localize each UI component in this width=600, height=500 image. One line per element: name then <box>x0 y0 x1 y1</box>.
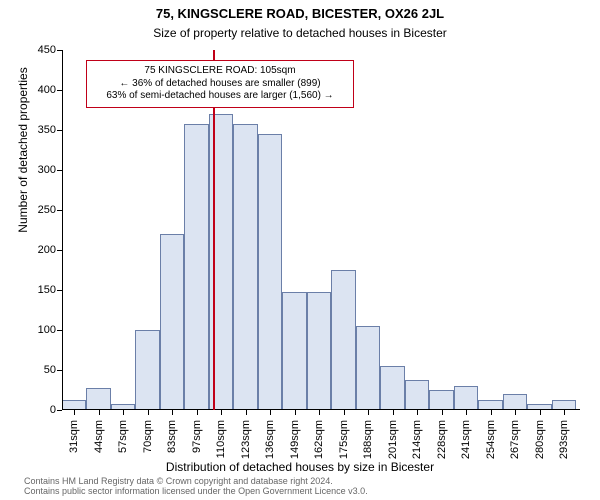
ytick-label: 450 <box>38 44 62 56</box>
ytick-label: 400 <box>38 84 62 96</box>
copyright-line-2: Contains public sector information licen… <box>24 486 600 496</box>
xtick-mark <box>515 410 516 415</box>
copyright-text: Contains HM Land Registry data © Crown c… <box>0 476 600 496</box>
xtick-label: 241sqm <box>460 416 472 459</box>
xtick-mark <box>319 410 320 415</box>
xtick-label: 201sqm <box>387 416 399 459</box>
xtick-mark <box>197 410 198 415</box>
ytick-label: 350 <box>38 124 62 136</box>
xtick-mark <box>540 410 541 415</box>
ytick-label: 300 <box>38 164 62 176</box>
xtick-label: 228sqm <box>436 416 448 459</box>
annotation-box: 75 KINGSCLERE ROAD: 105sqm← 36% of detac… <box>86 60 354 108</box>
xtick-label: 31sqm <box>68 416 80 453</box>
ytick-label: 50 <box>44 364 62 376</box>
chart-title-main: 75, KINGSCLERE ROAD, BICESTER, OX26 2JL <box>0 6 600 21</box>
xtick-label: 162sqm <box>313 416 325 459</box>
xtick-mark <box>246 410 247 415</box>
xtick-mark <box>221 410 222 415</box>
xtick-mark <box>393 410 394 415</box>
xtick-mark <box>417 410 418 415</box>
xtick-label: 267sqm <box>509 416 521 459</box>
plot-area: 050100150200250300350400450 75 KINGSCLER… <box>62 50 580 410</box>
y-axis-label: Number of detached properties <box>16 0 30 330</box>
xtick-label: 44sqm <box>93 416 105 453</box>
ytick-label: 250 <box>38 204 62 216</box>
ytick-label: 100 <box>38 324 62 336</box>
xtick-label: 254sqm <box>485 416 497 459</box>
xtick-mark <box>99 410 100 415</box>
xtick-mark <box>466 410 467 415</box>
xtick-label: 149sqm <box>289 416 301 459</box>
xtick-mark <box>368 410 369 415</box>
annotation-line: ← 36% of detached houses are smaller (89… <box>93 78 347 91</box>
xtick-mark <box>123 410 124 415</box>
xtick-label: 57sqm <box>117 416 129 453</box>
xtick-mark <box>491 410 492 415</box>
xtick-mark <box>74 410 75 415</box>
xtick-label: 214sqm <box>411 416 423 459</box>
annotation-line: 75 KINGSCLERE ROAD: 105sqm <box>93 65 347 78</box>
xtick-label: 83sqm <box>166 416 178 453</box>
xtick-label: 280sqm <box>534 416 546 459</box>
annotation-line: 63% of semi-detached houses are larger (… <box>93 90 347 103</box>
xtick-label: 175sqm <box>338 416 350 459</box>
xtick-mark <box>344 410 345 415</box>
x-axis-label: Distribution of detached houses by size … <box>0 460 600 474</box>
xtick-mark <box>564 410 565 415</box>
xtick-label: 293sqm <box>558 416 570 459</box>
xtick-mark <box>295 410 296 415</box>
xtick-mark <box>148 410 149 415</box>
xtick-label: 123sqm <box>240 416 252 459</box>
xtick-label: 188sqm <box>362 416 374 459</box>
ytick-label: 150 <box>38 284 62 296</box>
xtick-mark <box>270 410 271 415</box>
ytick-label: 0 <box>50 404 62 416</box>
xtick-mark <box>172 410 173 415</box>
xtick-label: 97sqm <box>191 416 203 453</box>
xtick-label: 70sqm <box>142 416 154 453</box>
xtick-label: 136sqm <box>264 416 276 459</box>
copyright-line-1: Contains HM Land Registry data © Crown c… <box>24 476 600 486</box>
ytick-label: 200 <box>38 244 62 256</box>
xtick-mark <box>442 410 443 415</box>
chart-title-sub: Size of property relative to detached ho… <box>0 26 600 40</box>
xtick-label: 110sqm <box>215 416 227 458</box>
